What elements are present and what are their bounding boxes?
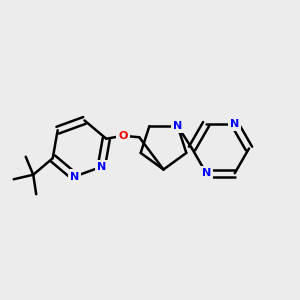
Text: N: N [97, 162, 106, 172]
Text: N: N [230, 119, 239, 129]
Text: O: O [118, 131, 128, 141]
Text: N: N [70, 172, 79, 182]
Text: N: N [202, 168, 211, 178]
Text: N: N [173, 121, 182, 131]
